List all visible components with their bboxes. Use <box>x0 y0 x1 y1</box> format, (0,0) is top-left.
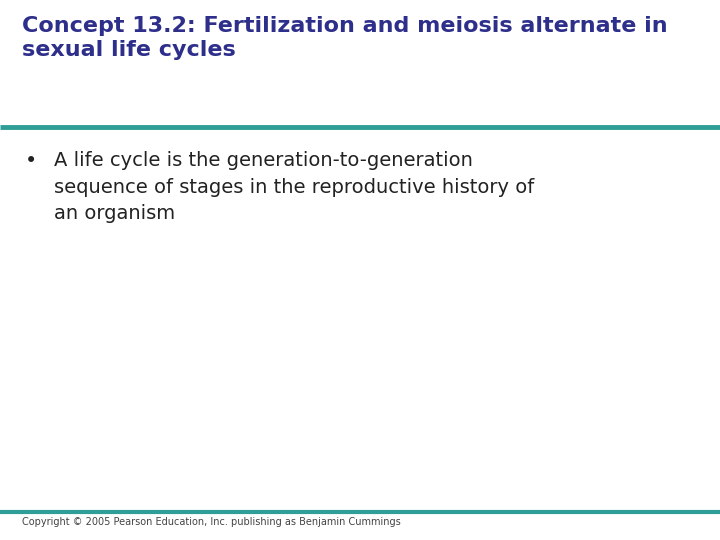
Text: A life cycle is the generation-to-generation
sequence of stages in the reproduct: A life cycle is the generation-to-genera… <box>54 151 534 223</box>
Text: Copyright © 2005 Pearson Education, Inc. publishing as Benjamin Cummings: Copyright © 2005 Pearson Education, Inc.… <box>22 517 400 528</box>
Text: •: • <box>25 151 37 171</box>
Text: Concept 13.2: Fertilization and meiosis alternate in
sexual life cycles: Concept 13.2: Fertilization and meiosis … <box>22 16 667 60</box>
